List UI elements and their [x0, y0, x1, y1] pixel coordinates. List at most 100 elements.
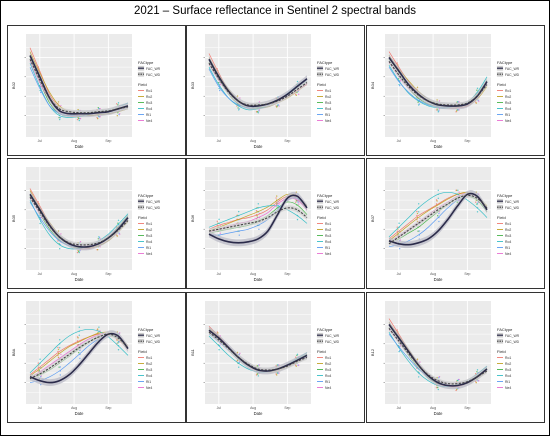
legend-item-FAC_WR: FAC_WR [146, 200, 161, 204]
field-point [295, 365, 297, 367]
x-tick-label: Aug [430, 406, 436, 410]
panel-B04: Jul Aug Sep Date B04 FACtype FAC_WR FAC_WD Field… [366, 25, 545, 156]
field-point [38, 370, 41, 372]
legend-item-FAC_WD: FAC_WD [325, 206, 340, 210]
field-point [435, 386, 438, 389]
legend-item-Ri1: Ri1 [505, 113, 510, 117]
plot-background [205, 167, 311, 270]
x-tick-label: Aug [71, 139, 77, 143]
field-point [258, 364, 261, 366]
legend-item-FAC_WR: FAC_WR [325, 67, 340, 71]
plot-B11: Jul Aug Sep Date B11 FACtype FAC_WR FAC_WD Field… [190, 301, 340, 416]
plot-B07: Jul Aug Sep Date B07 FACtype FAC_WR FAC_WD Field… [370, 167, 520, 282]
field-point [119, 113, 121, 115]
panel-B05: Jul Aug Sep Date B05 FACtype FAC_WR FAC_WD Field… [7, 158, 186, 289]
legend-title-factype: FACtype [138, 60, 154, 65]
field-point [236, 95, 239, 97]
x-tick-label: Jul [397, 272, 402, 276]
x-tick-label: Jul [38, 272, 43, 276]
field-point [435, 109, 438, 111]
legend-item-Ro4: Ro4 [505, 107, 511, 111]
field-point [476, 211, 479, 213]
field-line-Ro4 [208, 205, 308, 228]
legend-item-Ro3: Ro3 [146, 234, 152, 238]
field-point [476, 87, 479, 90]
field-point [57, 346, 59, 349]
legend-item-FAC_WR: FAC_WR [325, 200, 340, 204]
plot-background [385, 167, 491, 270]
legend-item-Ro1: Ro1 [505, 89, 511, 93]
field-point [78, 334, 81, 336]
panel-B03: Jul Aug Sep Date B03 FACtype FAC_WR FAC_WD Field… [186, 25, 365, 156]
field-point [396, 230, 398, 232]
x-tick-label: Aug [250, 139, 256, 143]
x-tick-label: Aug [71, 406, 77, 410]
plot-B12: Jul Aug Sep Date B12 FACtype FAC_WR FAC_WD Field… [370, 301, 520, 416]
legend-item-FAC_WD: FAC_WD [505, 340, 520, 344]
series-line-FAC_WD [29, 333, 129, 380]
field-point [117, 104, 119, 106]
x-tick-label: Aug [250, 406, 256, 410]
field-point [417, 101, 419, 103]
field-point [119, 233, 121, 235]
field-point [398, 222, 400, 224]
field-point [39, 358, 41, 360]
legend-item-Ro2: Ro2 [505, 95, 511, 99]
field-point [59, 366, 61, 368]
x-tick-label: Jul [217, 406, 222, 410]
legend-title-factype: FACtype [317, 193, 333, 198]
series-line-FAC_WR [208, 58, 308, 108]
field-point [238, 108, 240, 110]
y-axis-label: B11 [190, 348, 195, 356]
field-point [37, 366, 39, 368]
x-tick-label: Sep [105, 406, 111, 410]
field-point [258, 109, 261, 111]
field-point [117, 112, 119, 114]
y-axis-label: B06 [190, 214, 195, 222]
series-line-FAC_WR [208, 194, 308, 244]
y-axis-label: B05 [11, 214, 16, 222]
field-point [79, 117, 82, 120]
legend-item-Ne4: Ne4 [505, 252, 511, 256]
legend-item-Ri1: Ri1 [325, 113, 330, 117]
series-line-FAC_WD [208, 331, 308, 371]
x-tick-label: Jul [397, 406, 402, 410]
legend-item-Ri1: Ri1 [325, 380, 330, 384]
legend-item-FAC_WR: FAC_WR [505, 67, 520, 71]
legend-item-Ro3: Ro3 [146, 368, 152, 372]
field-point [60, 105, 62, 107]
y-axis-label: B8A [11, 348, 16, 356]
field-point [117, 222, 119, 224]
field-point [478, 380, 480, 382]
series-line-FAC_WR [29, 332, 129, 384]
field-point [295, 201, 297, 203]
field-point [79, 349, 81, 352]
legend-item-Ro2: Ro2 [505, 228, 511, 232]
field-point [218, 218, 220, 221]
field-point [117, 342, 119, 344]
field-point [416, 214, 418, 217]
legend-item-Ri1: Ri1 [146, 246, 151, 250]
series-line-FAC_WD [388, 327, 488, 385]
field-point [258, 101, 261, 103]
x-axis-label: Date [254, 144, 264, 149]
x-tick-label: Jul [397, 139, 402, 143]
field-point [216, 220, 218, 223]
panel-B06: Jul Aug Sep Date B06 FACtype FAC_WR FAC_WD Field… [186, 158, 365, 289]
x-axis-label: Date [434, 411, 444, 416]
field-point [416, 210, 418, 213]
legend-item-Ro4: Ro4 [146, 107, 152, 111]
x-tick-label: Aug [71, 272, 77, 276]
field-point [396, 329, 398, 331]
field-point [217, 332, 219, 334]
legend-item-Ro3: Ro3 [146, 101, 152, 105]
field-point [418, 230, 420, 232]
legend-item-Ne4: Ne4 [146, 252, 152, 256]
field-point [437, 109, 439, 111]
panel-B12: Jul Aug Sep Date B12 FACtype FAC_WR FAC_WD Field… [366, 292, 545, 423]
fac-wd-ribbon [209, 329, 307, 373]
field-point [58, 116, 60, 119]
legend-item-Ro2: Ro2 [325, 95, 331, 99]
field-point [39, 222, 41, 225]
field-point [416, 358, 419, 360]
